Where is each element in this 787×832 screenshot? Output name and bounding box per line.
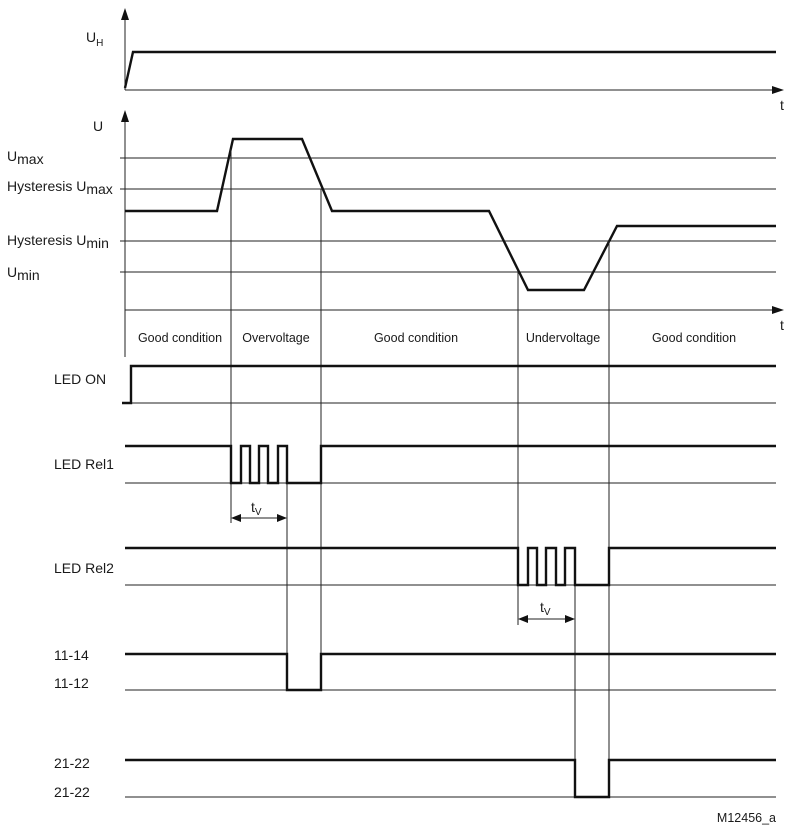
led-rel2-signal <box>125 546 776 587</box>
contact1-bottom-label: 11-12 <box>54 675 89 691</box>
u-axis-label: U <box>93 118 103 134</box>
u-axis <box>121 110 784 314</box>
segment-label-good-1: Good condition <box>138 331 222 345</box>
contact2-top-label: 21-22 <box>54 755 90 771</box>
led-rel1-signal <box>125 444 776 485</box>
segment-label-overvoltage: Overvoltage <box>242 331 309 345</box>
led-rel1-label: LED Rel1 <box>54 456 114 472</box>
segment-label-undervoltage: Undervoltage <box>526 331 600 345</box>
hysteresis-umin-label: Hysteresis Umin <box>7 232 109 251</box>
umin-label: Umin <box>7 264 40 283</box>
voltage-waveform <box>125 137 776 292</box>
tv-label-rel1: tV <box>251 499 262 518</box>
contact1-top-label: 11-14 <box>54 647 89 663</box>
t-axis-label-bottom: t <box>780 317 784 333</box>
uh-axis <box>121 8 784 94</box>
led-on-signal <box>122 364 776 405</box>
contact2-signal <box>125 758 776 799</box>
contact1-signal <box>125 652 776 692</box>
hysteresis-umax-label: Hysteresis Umax <box>7 178 113 197</box>
uh-supply-signal <box>123 50 776 89</box>
segment-label-good-3: Good condition <box>652 331 736 345</box>
segment-label-good-2: Good condition <box>374 331 458 345</box>
tv-label-rel2: tV <box>540 599 551 618</box>
umax-label: Umax <box>7 148 44 167</box>
tv-dimension-rel1 <box>231 514 287 522</box>
uh-axis-label: UH <box>86 29 103 49</box>
figure-id: M12456_a <box>717 811 776 825</box>
tv-dimension-rel2 <box>518 615 575 623</box>
led-on-label: LED ON <box>54 371 106 387</box>
led-rel2-label: LED Rel2 <box>54 560 114 576</box>
level-ticks <box>120 157 125 273</box>
contact2-bottom-label: 21-22 <box>54 784 90 800</box>
t-axis-label-top: t <box>780 97 784 113</box>
